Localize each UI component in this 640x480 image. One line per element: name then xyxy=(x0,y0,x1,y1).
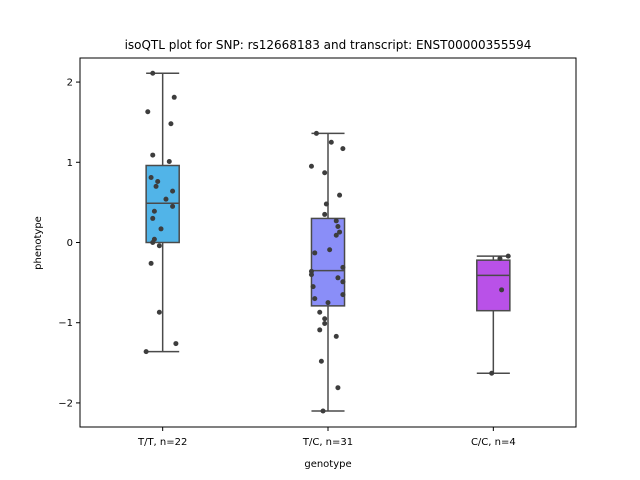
data-point xyxy=(340,279,346,285)
data-point xyxy=(170,188,176,194)
data-point xyxy=(150,215,156,221)
data-point xyxy=(148,175,154,181)
chart-title: isoQTL plot for SNP: rs12668183 and tran… xyxy=(125,38,532,52)
data-point xyxy=(340,264,346,270)
data-point xyxy=(310,284,316,290)
data-point xyxy=(163,196,169,202)
x-tick-label: T/T, n=22 xyxy=(137,437,187,448)
box-group xyxy=(310,132,346,412)
data-point xyxy=(143,349,149,355)
data-point xyxy=(333,232,339,238)
y-tick-label: 2 xyxy=(67,78,73,89)
data-point xyxy=(340,292,346,298)
data-point xyxy=(155,179,161,185)
data-point xyxy=(337,192,343,198)
y-axis-label: phenotype xyxy=(33,216,44,270)
plot-area xyxy=(143,70,511,414)
box xyxy=(476,259,511,312)
y-axis: −2 −1 0 1 2 xyxy=(58,78,80,409)
data-point xyxy=(156,243,162,249)
data-point xyxy=(337,229,343,235)
data-point xyxy=(308,272,314,278)
data-point xyxy=(313,130,319,136)
data-point xyxy=(328,139,334,145)
data-point xyxy=(148,260,154,266)
data-point xyxy=(173,341,179,347)
data-point xyxy=(322,211,328,217)
data-point xyxy=(489,370,495,376)
data-point xyxy=(320,408,326,414)
data-point xyxy=(158,226,164,232)
y-tick-label: 0 xyxy=(67,238,73,249)
data-point xyxy=(145,109,151,115)
y-tick-label: −1 xyxy=(58,318,73,329)
data-point xyxy=(505,253,511,259)
data-point xyxy=(499,287,505,293)
data-point xyxy=(171,94,177,100)
data-point xyxy=(333,333,339,339)
box-group xyxy=(476,255,511,375)
y-tick-label: 1 xyxy=(67,158,73,169)
data-point xyxy=(170,203,176,209)
box-group xyxy=(145,72,180,353)
x-axis-label: genotype xyxy=(304,459,351,470)
x-axis: T/T, n=22 T/C, n=31 C/C, n=4 xyxy=(137,427,516,448)
data-point xyxy=(168,121,174,127)
data-point xyxy=(340,146,346,152)
data-point xyxy=(156,309,162,315)
data-point xyxy=(150,240,156,245)
data-point xyxy=(322,170,328,176)
data-point xyxy=(166,158,172,164)
data-point xyxy=(312,250,318,256)
data-point xyxy=(323,201,329,207)
data-point xyxy=(153,183,159,189)
data-point xyxy=(151,208,157,214)
data-point xyxy=(335,385,341,391)
data-point xyxy=(333,218,339,224)
data-point xyxy=(325,300,331,306)
data-point xyxy=(312,296,318,302)
data-point xyxy=(308,163,314,169)
data-point xyxy=(318,358,324,364)
data-point xyxy=(150,152,156,158)
data-point xyxy=(497,256,503,262)
data-point xyxy=(317,327,323,333)
x-tick-label: C/C, n=4 xyxy=(471,437,516,448)
data-point xyxy=(322,321,328,327)
data-point xyxy=(150,70,156,76)
data-point xyxy=(327,247,333,253)
data-point xyxy=(317,309,323,315)
data-point xyxy=(335,275,341,281)
y-tick-label: −2 xyxy=(58,398,73,409)
x-tick-label: T/C, n=31 xyxy=(302,437,353,448)
data-point xyxy=(322,316,328,322)
data-point xyxy=(335,223,341,229)
